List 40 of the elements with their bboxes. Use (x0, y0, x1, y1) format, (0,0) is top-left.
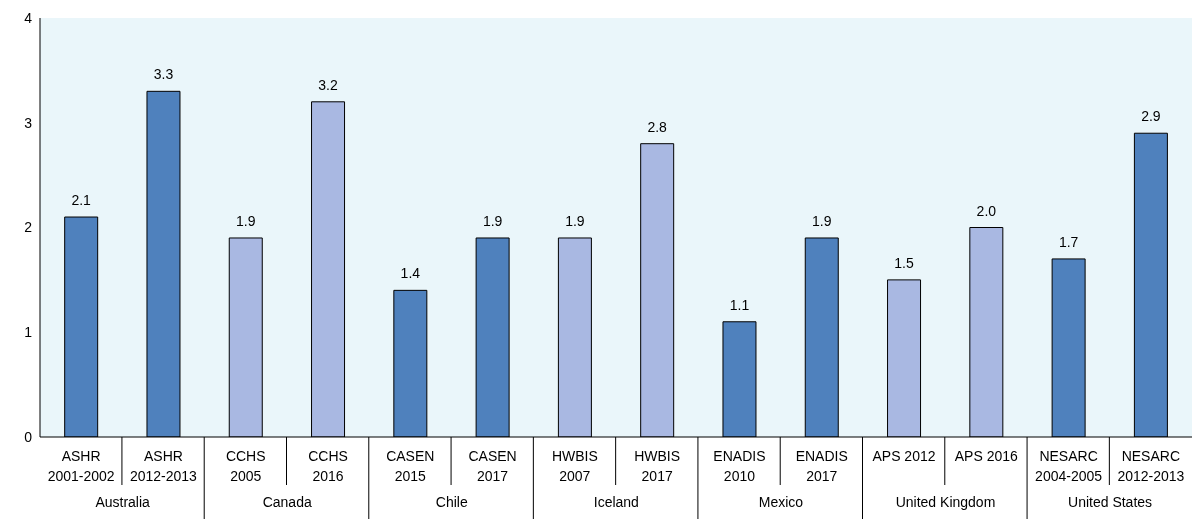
x-tick-label: CCHS 2005 (225, 448, 266, 484)
x-tick-label: ASHR 2001-2002 (47, 448, 115, 484)
data-label: 2.0 (976, 202, 997, 219)
data-label: 1.9 (812, 212, 832, 229)
text: Mexico (758, 494, 804, 510)
data-label: 3.2 (318, 76, 338, 93)
x-tick-label: CCHS 2016 (308, 448, 348, 484)
data-label: 1.9 (236, 212, 256, 229)
text: Chile (435, 494, 468, 510)
y-tick-label: 2 (24, 219, 33, 236)
y-tick-label: 0 (24, 428, 33, 445)
data-label: 1.4 (400, 265, 421, 282)
data-label: 1.9 (565, 212, 585, 229)
x-tick-label: ENADIS 2010 (713, 448, 766, 484)
data-label: 1.9 (482, 212, 503, 229)
text: Iceland (593, 494, 639, 510)
x-tick-label: HWBIS 2007 (551, 448, 598, 484)
data-label: 1.1 (729, 296, 750, 313)
x-tick-label: ENADIS 2017 (795, 448, 848, 484)
x-tick-label: CASEN 2017 (468, 448, 517, 484)
x-tick-label: APS 2016 (954, 448, 1019, 464)
x-tick-label: HWBIS 2017 (634, 448, 681, 484)
y-tick-label: 3 (24, 114, 33, 131)
text: United Kingdom (895, 494, 996, 510)
x-tick-label: ASHR 2012-2013 (129, 448, 198, 484)
data-label: 2.8 (647, 118, 668, 135)
data-label: 1.7 (1058, 233, 1079, 250)
data-label: 2.9 (1141, 108, 1161, 125)
x-tick-label: APS 2012 (872, 448, 936, 464)
x-tick-label: CASEN 2015 (386, 448, 435, 484)
text: United States (1068, 494, 1153, 510)
data-label: 1.5 (894, 254, 914, 271)
y-tick-label: 1 (24, 324, 33, 341)
text: Canada (262, 494, 312, 510)
data-label: 2.1 (71, 192, 92, 209)
data-label: 3.3 (153, 66, 174, 83)
text: Australia (95, 494, 151, 510)
y-tick-label: 4 (24, 9, 33, 26)
x-tick-label: NESARC 2012-2013 (1117, 448, 1185, 484)
x-tick-label: NESARC 2004-2005 (1035, 448, 1103, 484)
